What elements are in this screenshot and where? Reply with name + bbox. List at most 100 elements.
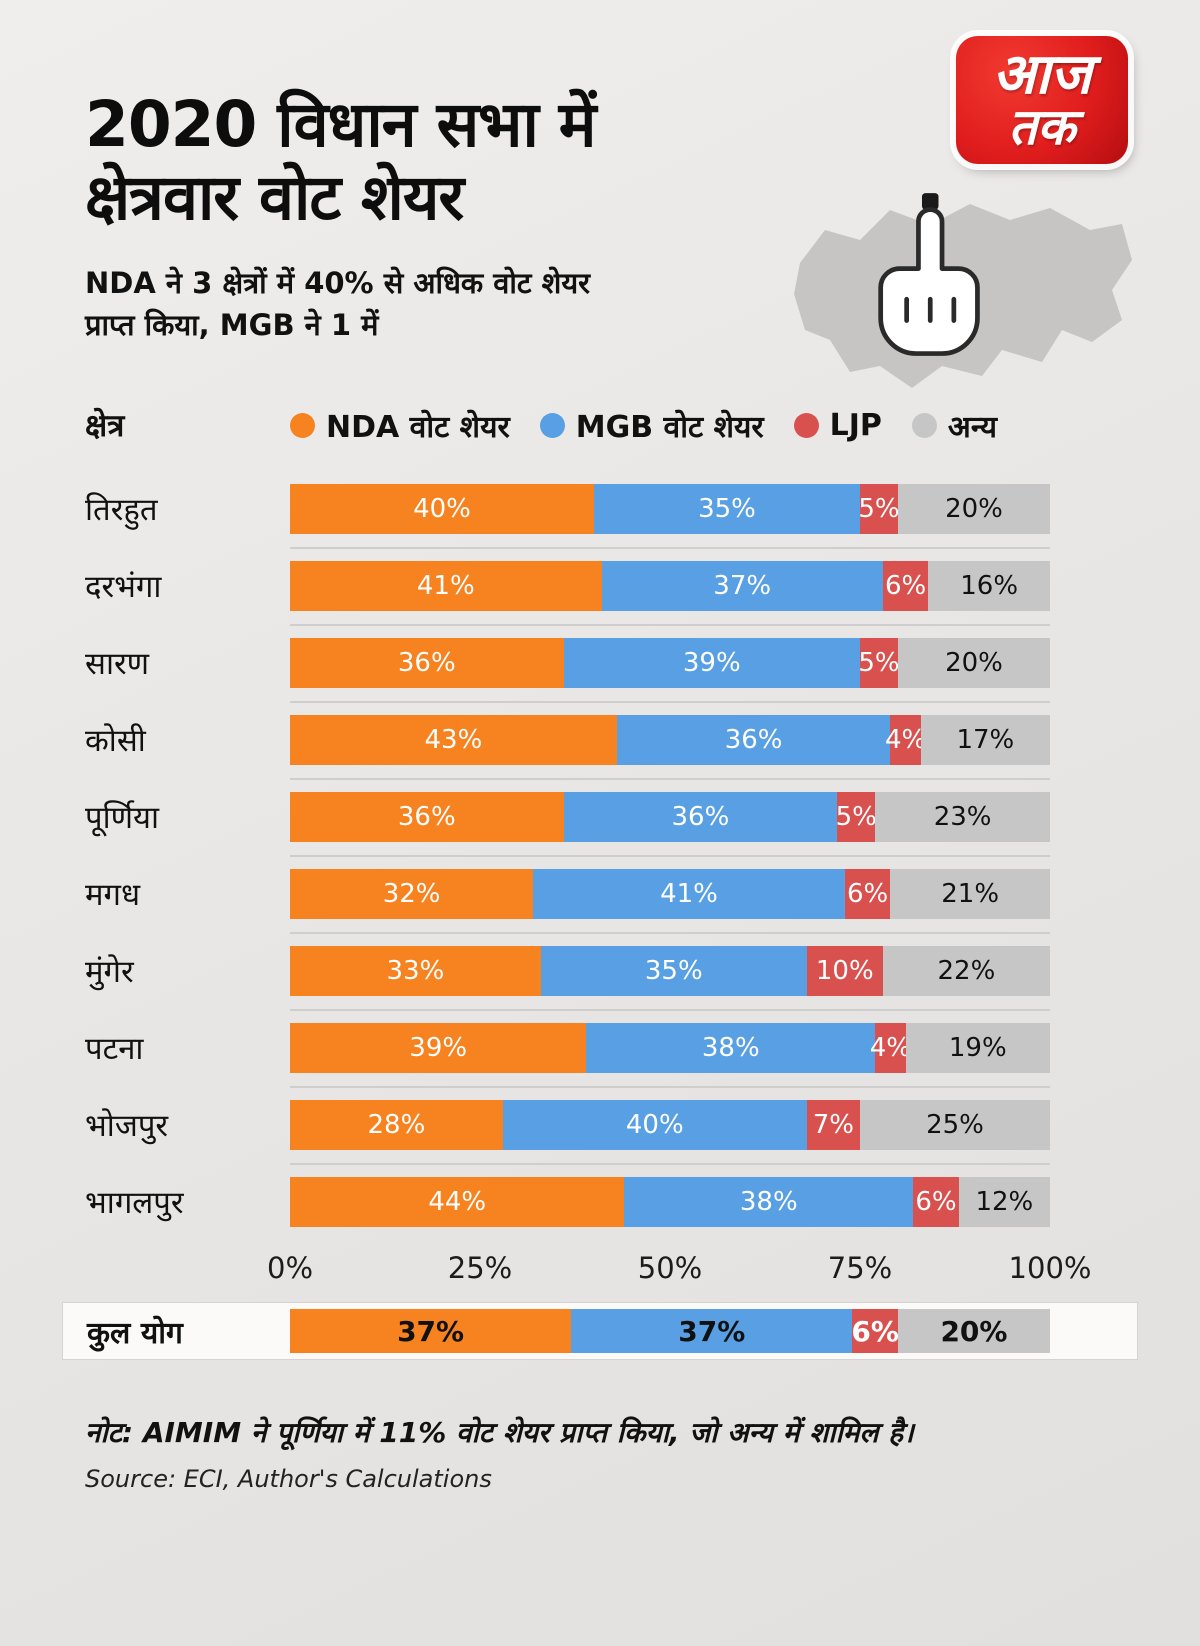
chart-row-1: तिरहुत 40% 35% 5% 20% [85,484,1115,550]
bar-value: 20% [945,648,1003,679]
chart-row-9: भोजपुर 28% 40% 7% 25% [85,1100,1115,1166]
total-segment-others: 20% [897,1309,1050,1354]
bar-value: 39% [409,1033,468,1064]
bar-segment-mgb: 37% [601,561,883,612]
stacked-bar: 40% 35% 5% 20% [290,484,1050,535]
region-label: भोजपुर [85,1108,169,1145]
bar-value: 35% [698,494,756,525]
bar-segment-ljp: 4% [870,1023,911,1074]
region-label: पटना [85,1031,144,1068]
legend-item-nda: NDA वोट शेयर [290,405,510,446]
x-axis-tick: 100% [1008,1251,1092,1286]
stacked-bar: 32% 41% 6% 21% [290,869,1050,920]
page-title: 2020 विधान सभा में क्षेत्रवार वोट शेयर [85,0,845,234]
bar-segment-mgb: 39% [563,638,860,689]
chart-row-2: दरभंगा 41% 37% 6% 16% [85,561,1115,627]
bar-value: 40% [413,494,471,525]
total-segment-mgb: 37% [571,1309,853,1354]
bar-value: 41% [416,571,475,602]
bar-segment-mgb: 36% [563,792,838,843]
bar-segment-others: 19% [905,1023,1050,1074]
total-stacked-bar: 37% 37% 6% 20% [290,1309,1050,1354]
title-line-1: 2020 विधान सभा में [85,88,596,161]
bihar-map-graphic [794,193,1132,388]
region-label: तिरहुत [85,492,158,529]
bar-value: 36% [397,802,456,833]
stacked-bar-chart: तिरहुत 40% 35% 5% 20% दरभंगा 41% 37% 6% 16% सारण 36… [85,484,1115,1228]
bar-segment-mgb: 36% [616,715,891,766]
chart-row-6: मगध 32% 41% 6% 21% [85,869,1115,935]
bar-segment-others: 20% [898,484,1050,535]
aajtak-logo: आज तक [956,36,1128,164]
total-label: कुल योग [87,1315,183,1351]
legend-label: LJP [829,407,882,443]
bar-segment-ljp: 5% [858,638,900,689]
bar-segment-ljp: 6% [913,1177,959,1228]
bar-value: 5% [858,648,900,679]
voting-hand-icon [878,193,980,356]
bar-value: 19% [948,1033,1007,1064]
nda-legend-swatch [290,412,315,438]
legend: क्षेत्र NDA वोट शेयर MGB वोट शेयर LJP अन्य [85,404,1115,446]
bar-segment-others: 12% [958,1177,1050,1228]
logo-text-top: आज [992,42,1092,108]
stacked-bar: 39% 38% 4% 19% [290,1023,1050,1074]
bar-segment-ljp: 6% [882,561,929,612]
total-row: कुल योग 37% 37% 6% 20% [63,1303,1137,1360]
x-axis-tick: 25% [447,1251,513,1286]
ljp-legend-swatch [793,412,819,438]
y-axis-title: क्षेत्र [85,408,125,445]
bar-segment-nda: 36% [290,792,564,843]
legend-label: NDA वोट शेयर [326,409,510,445]
bar-value: 32% [382,879,441,910]
bar-value: 21% [941,879,1000,910]
bar-segment-nda: 40% [290,484,594,535]
total-value: 37% [397,1314,465,1348]
bar-value: 36% [397,648,456,679]
total-segment-ljp: 6% [851,1309,899,1354]
region-label: मुंगेर [85,954,134,991]
stacked-bar: 33% 35% 10% 22% [290,946,1050,997]
others-legend-swatch [911,412,937,438]
bar-segment-nda: 39% [290,1023,587,1074]
bar-value: 22% [937,956,996,987]
footnote: नोट: AIMIM ने पूर्णिया में 11% वोट शेयर … [85,1416,914,1450]
bar-segment-nda: 32% [290,869,534,920]
bar-segment-ljp: 5% [836,792,877,843]
stacked-bar: 36% 39% 5% 20% [290,638,1050,689]
bar-value: 4% [884,725,927,756]
bar-value: 7% [812,1110,855,1141]
subtitle: NDA ने 3 क्षेत्रों में 40% से अधिक वोट श… [85,262,785,346]
logo-text-bottom: तक [1008,97,1076,156]
bar-value: 28% [367,1110,426,1141]
bar-value: 20% [945,494,1003,525]
subtitle-line-1: NDA ने 3 क्षेत्रों में 40% से अधिक वोट श… [85,266,591,301]
bar-value: 6% [915,1187,957,1218]
bar-value: 40% [625,1110,684,1141]
bar-segment-mgb: 38% [586,1023,876,1074]
legend-item-ljp: LJP [793,407,882,443]
bar-segment-others: 17% [920,715,1050,766]
bar-segment-others: 16% [928,561,1050,612]
legend-item-others: अन्य [911,405,997,446]
total-segment-nda: 37% [290,1309,572,1354]
bar-value: 12% [975,1187,1034,1218]
bar-value: 41% [660,879,718,910]
stacked-bar: 28% 40% 7% 25% [290,1100,1050,1151]
bar-segment-others: 20% [897,638,1050,689]
bar-value: 36% [671,802,730,833]
chart-row-4: कोसी 43% 36% 4% 17% [85,715,1115,781]
region-label: दरभंगा [85,569,162,606]
region-label: मगध [85,877,141,914]
chart-row-3: सारण 36% 39% 5% 20% [85,638,1115,704]
mgb-legend-swatch [539,412,565,438]
bar-value: 25% [926,1110,984,1141]
region-label: कोसी [85,723,146,760]
x-axis: 0% 25% 50% 75% 100% [267,1247,1091,1289]
stacked-bar: 36% 36% 5% 23% [290,792,1050,843]
bar-value: 5% [858,494,900,525]
chart-row-7: मुंगेर 33% 35% 10% 22% [85,946,1115,1012]
bar-segment-nda: 43% [290,715,617,766]
region-label: पूर्णिया [85,800,160,837]
bar-segment-others: 25% [859,1100,1050,1151]
